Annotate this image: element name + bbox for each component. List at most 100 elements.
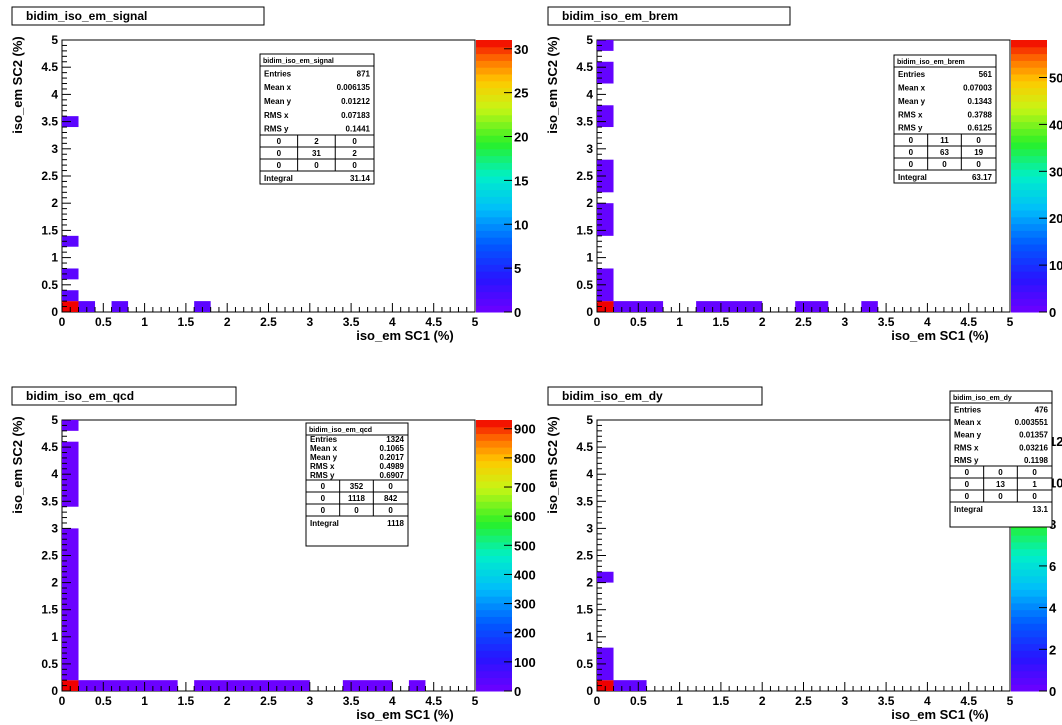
stats-frame — [949, 390, 1053, 528]
stats-label: RMS x — [898, 110, 923, 119]
color-scale-segment — [1011, 569, 1047, 577]
stats-grid-cell: 1118 — [348, 494, 365, 503]
color-scale-segment — [476, 108, 512, 116]
x-tick-label: 2 — [224, 315, 231, 329]
stats-grid-cell: 0 — [277, 137, 282, 146]
heatmap-bin — [111, 301, 129, 312]
color-scale-segment — [476, 609, 512, 617]
color-scale-segment — [1011, 155, 1047, 163]
color-scale-segment — [476, 203, 512, 211]
color-scale-segment — [1011, 630, 1047, 638]
color-scale-segment — [1011, 677, 1047, 685]
y-tick-label: 3 — [51, 142, 58, 156]
z-tick-label: 700 — [514, 480, 536, 495]
x-tick-label: 4 — [389, 694, 396, 708]
color-scale-segment — [476, 257, 512, 265]
stats-label: Mean y — [310, 453, 338, 462]
color-scale-segment — [1011, 541, 1047, 550]
z-tick-label: 8 — [1049, 517, 1056, 532]
stats-label: Mean y — [954, 431, 982, 440]
stats-grid-cell: 0 — [314, 161, 319, 170]
stats-grid-cell: 63 — [940, 148, 949, 157]
color-scale-segment — [476, 169, 512, 177]
stats-grid-cell: 0 — [352, 137, 357, 146]
z-tick-label: 0 — [1049, 305, 1056, 320]
x-tick-label: 4 — [924, 694, 931, 708]
histogram-title: bidim_iso_em_qcd — [26, 389, 134, 403]
color-scale-segment — [476, 244, 512, 252]
x-tick-label: 2 — [759, 315, 766, 329]
color-scale-segment — [476, 528, 512, 536]
stats-value: 0.003551 — [1015, 418, 1049, 427]
color-scale-segment — [1011, 196, 1047, 204]
stats-label: Mean x — [264, 83, 292, 92]
x-tick-label: 2.5 — [260, 315, 277, 329]
color-scale-segment — [1011, 535, 1047, 543]
stats-label: Entries — [264, 69, 292, 78]
y-tick-label: 3.5 — [41, 115, 58, 129]
x-axis-title: iso_em SC1 (%) — [356, 328, 454, 343]
heatmap-bin — [597, 571, 614, 583]
stats-grid-cell: 352 — [350, 482, 364, 491]
x-tick-label: 1.5 — [178, 694, 195, 708]
x-axis-title: iso_em SC1 (%) — [891, 707, 989, 722]
color-scale-segment — [1011, 643, 1047, 651]
heatmap-bin — [62, 290, 79, 302]
color-scale-segment — [476, 40, 512, 48]
color-scale-segment — [476, 508, 512, 516]
color-scale-segment — [1011, 162, 1047, 170]
x-tick-label: 1 — [676, 694, 683, 708]
color-scale-segment — [476, 264, 512, 272]
stats-label: Mean x — [310, 444, 338, 453]
color-scale-segment — [476, 460, 512, 468]
y-tick-label: 3.5 — [576, 115, 593, 129]
y-tick-label: 2 — [51, 576, 58, 590]
color-scale-segment — [1011, 80, 1047, 89]
color-scale-segment — [476, 582, 512, 590]
y-tick-label: 4 — [586, 467, 593, 481]
y-axis-title: iso_em SC2 (%) — [10, 416, 25, 514]
heatmap-bin — [597, 301, 614, 312]
stats-value: 0.07003 — [963, 83, 992, 92]
stats-integral-value: 31.14 — [350, 174, 371, 183]
x-axis-title: iso_em SC1 (%) — [891, 328, 989, 343]
color-scale-segment — [1011, 575, 1047, 584]
heatmap-bin — [696, 301, 763, 312]
color-scale-segment — [476, 433, 512, 441]
x-tick-label: 5 — [472, 694, 479, 708]
z-tick-label: 500 — [514, 538, 536, 553]
color-scale-segment — [1011, 176, 1047, 184]
color-scale-segment — [476, 305, 512, 313]
color-scale-segment — [1011, 684, 1047, 692]
color-scale-segment — [1011, 87, 1047, 95]
stats-grid-cell: 2 — [352, 149, 357, 158]
stats-label: RMS y — [264, 125, 289, 134]
heatmap-bin — [861, 301, 878, 312]
x-tick-label: 4 — [924, 315, 931, 329]
stats-grid-cell: 13 — [996, 480, 1005, 489]
x-tick-label: 2.5 — [795, 315, 812, 329]
histogram-title: bidim_iso_em_signal — [26, 9, 147, 23]
color-scale-segment — [476, 657, 512, 665]
x-tick-label: 3 — [306, 694, 313, 708]
color-scale-segment — [1011, 74, 1047, 82]
x-tick-label: 0.5 — [95, 315, 112, 329]
y-tick-label: 2 — [51, 196, 58, 210]
color-scale-segment — [1011, 67, 1047, 75]
stats-integral-value: 63.17 — [972, 173, 993, 182]
color-scale-segment — [1011, 548, 1047, 556]
color-scale-segment — [1011, 602, 1047, 611]
y-tick-label: 4.5 — [576, 60, 593, 74]
stats-grid-cell: 0 — [965, 492, 970, 501]
color-scale-segment — [476, 684, 512, 692]
stats-name: bidim_iso_em_signal — [263, 58, 334, 65]
stats-grid-cell: 31 — [312, 149, 321, 158]
z-tick-label: 30 — [1049, 164, 1062, 179]
y-tick-label: 4.5 — [41, 440, 58, 454]
z-tick-label: 4 — [1049, 601, 1057, 616]
stats-name: bidim_iso_em_dy — [953, 395, 1012, 402]
heatmap-bin — [78, 680, 178, 691]
y-tick-label: 3.5 — [41, 494, 58, 508]
stats-frame — [259, 53, 375, 185]
